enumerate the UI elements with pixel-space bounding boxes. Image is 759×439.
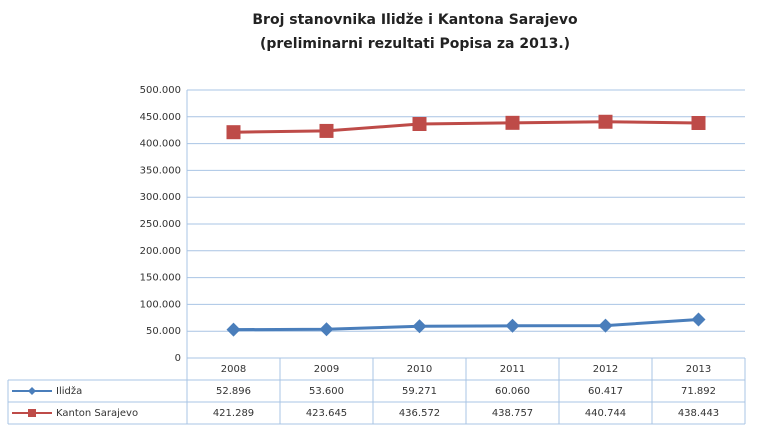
point [319, 123, 334, 138]
y-tick-label: 50.000 [146, 326, 181, 337]
point [412, 319, 427, 334]
y-tick-label: 300.000 [140, 192, 181, 203]
chart-subtitle: (preliminarni rezultati Popisa za 2013.) [260, 36, 570, 52]
x-tick-label: 2010 [407, 364, 432, 375]
value-label: 438.443 [678, 408, 719, 419]
chart-title: Broj stanovnika Ilidže i Kantona Sarajev… [252, 12, 578, 28]
value-label: 71.892 [681, 386, 716, 397]
y-tick-label: 200.000 [140, 246, 181, 257]
value-label: 440.744 [585, 408, 626, 419]
y-tick-label: 250.000 [140, 219, 181, 230]
line [233, 120, 699, 134]
point [505, 318, 520, 333]
x-tick-label: 2011 [500, 364, 525, 375]
value-label: 436.572 [399, 408, 440, 419]
point [691, 115, 706, 130]
legend-marker [28, 387, 36, 395]
value-label: 438.757 [492, 408, 533, 419]
value-label: 59.271 [402, 386, 437, 397]
y-tick-label: 350.000 [140, 165, 181, 176]
y-tick-label: 500.000 [140, 85, 181, 96]
point [598, 318, 613, 333]
point [412, 116, 427, 131]
value-label: 423.645 [306, 408, 347, 419]
x-tick-label: 2008 [221, 364, 246, 375]
x-tick-label: 2013 [686, 364, 711, 375]
y-tick-label: 0 [175, 353, 181, 364]
y-tick-label: 150.000 [140, 273, 181, 284]
value-label: 60.060 [495, 386, 530, 397]
x-tick-label: 2012 [593, 364, 618, 375]
y-tick-label: 450.000 [140, 112, 181, 123]
point [226, 125, 241, 140]
legend-label: Ilidža [56, 385, 82, 397]
value-label: 53.600 [309, 386, 344, 397]
x-tick-label: 2009 [314, 364, 339, 375]
point [505, 115, 520, 130]
legend-label: Kanton Sarajevo [56, 408, 138, 419]
value-label: 60.417 [588, 386, 623, 397]
y-tick-label: 100.000 [140, 299, 181, 310]
point [598, 114, 613, 129]
value-label: 52.896 [216, 386, 251, 397]
legend-marker [28, 409, 36, 417]
value-label: 421.289 [213, 408, 254, 419]
y-tick-label: 400.000 [140, 139, 181, 150]
line [233, 317, 699, 332]
point [691, 312, 706, 327]
point [319, 322, 334, 337]
point [226, 322, 241, 337]
